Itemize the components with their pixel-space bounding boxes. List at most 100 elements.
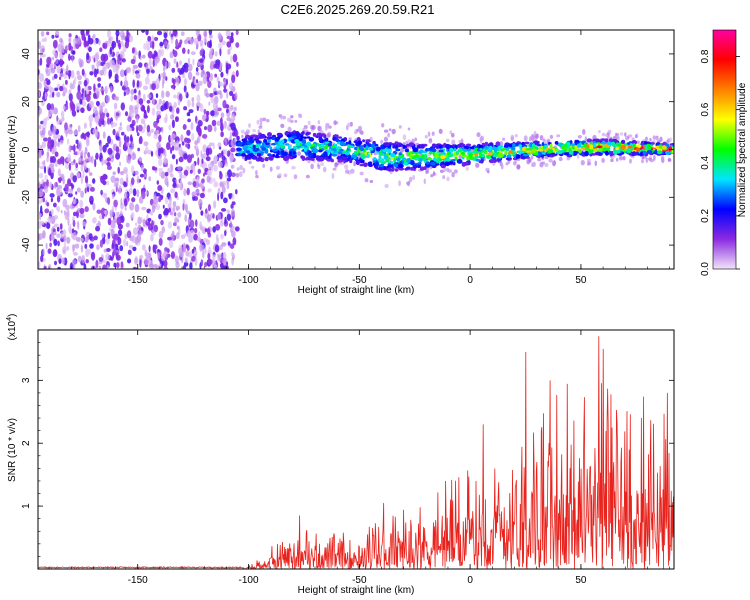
noise-speckle <box>173 94 177 99</box>
noise-speckle <box>129 134 133 142</box>
noise-speckle <box>219 62 223 68</box>
noise-speckle <box>106 248 111 252</box>
noise-speckle <box>73 252 78 256</box>
noise-speckle <box>226 108 229 114</box>
band-halo <box>577 135 582 139</box>
spectrogram-marks <box>38 30 674 269</box>
noise-speckle <box>144 76 150 85</box>
noise-speckle <box>160 219 164 226</box>
noise-speckle <box>139 259 142 268</box>
noise-speckle <box>58 258 62 265</box>
noise-speckle <box>197 135 201 144</box>
band-mark <box>479 148 483 151</box>
band-halo <box>353 161 356 167</box>
noise-speckle <box>219 182 224 188</box>
noise-speckle <box>182 124 187 130</box>
band-mark <box>358 145 364 151</box>
band-mark <box>408 142 415 147</box>
band-mark <box>478 152 483 158</box>
band-mark <box>436 158 440 164</box>
band-mark <box>321 139 327 142</box>
noise-speckle <box>158 213 162 220</box>
noise-speckle <box>81 88 85 94</box>
band-halo <box>242 167 246 174</box>
noise-speckle <box>229 155 233 163</box>
noise-speckle <box>224 230 227 237</box>
band-mark <box>404 149 410 153</box>
band-halo <box>588 161 592 166</box>
noise-speckle <box>117 56 120 65</box>
noise-speckle <box>54 151 59 157</box>
noise-speckle <box>164 102 167 111</box>
noise-speckle <box>161 126 164 134</box>
noise-speckle <box>196 67 199 72</box>
noise-speckle <box>82 221 86 227</box>
band-halo <box>655 136 658 141</box>
noise-speckle <box>227 48 231 56</box>
noise-speckle <box>138 196 144 204</box>
noise-speckle <box>142 85 149 91</box>
noise-speckle <box>109 37 112 41</box>
band-mark <box>541 142 545 147</box>
noise-speckle <box>115 262 120 269</box>
noise-speckle <box>62 234 67 242</box>
band-halo <box>669 137 672 143</box>
noise-speckle <box>183 67 189 73</box>
band-mark <box>506 154 512 158</box>
noise-speckle <box>176 77 180 86</box>
noise-speckle <box>196 105 199 111</box>
noise-speckle <box>171 154 176 160</box>
noise-speckle <box>198 198 203 208</box>
band-mark <box>484 152 488 155</box>
noise-speckle <box>170 36 174 44</box>
noise-speckle <box>189 262 193 269</box>
noise-speckle <box>123 198 128 207</box>
band-halo <box>303 125 308 129</box>
noise-speckle <box>49 62 54 68</box>
band-mark <box>328 154 332 160</box>
noise-speckle <box>120 171 124 175</box>
band-halo <box>307 120 311 126</box>
noise-speckle <box>203 108 207 115</box>
band-halo <box>331 173 335 179</box>
noise-speckle <box>53 223 59 228</box>
noise-speckle <box>170 114 175 120</box>
band-halo <box>511 136 514 142</box>
noise-speckle <box>40 255 44 263</box>
band-mark <box>649 152 654 156</box>
noise-speckle <box>191 132 195 141</box>
noise-speckle <box>182 264 186 269</box>
noise-speckle <box>95 152 99 160</box>
band-mark <box>616 142 619 146</box>
band-mark <box>286 134 292 138</box>
noise-speckle <box>113 247 117 256</box>
noise-speckle <box>141 30 146 33</box>
noise-speckle <box>141 54 146 59</box>
noise-speckle <box>214 51 218 57</box>
noise-speckle <box>169 30 172 37</box>
noise-speckle <box>223 197 228 204</box>
noise-speckle <box>151 204 156 213</box>
noise-speckle <box>195 83 200 92</box>
noise-speckle <box>107 217 112 226</box>
noise-speckle <box>123 134 127 142</box>
noise-speckle <box>107 147 113 155</box>
band-mark <box>387 166 392 172</box>
noise-speckle <box>38 145 43 153</box>
noise-speckle <box>210 212 213 217</box>
noise-speckle <box>79 98 83 105</box>
noise-speckle <box>208 30 213 36</box>
noise-speckle <box>169 211 174 216</box>
noise-speckle <box>46 221 51 230</box>
noise-speckle <box>134 106 139 115</box>
band-mark <box>449 147 454 153</box>
band-mark <box>272 148 279 152</box>
noise-speckle <box>106 165 112 171</box>
page-title: C2E6.2025.269.20.59.R21 <box>280 2 435 17</box>
band-halo <box>533 130 537 136</box>
band-halo <box>532 161 536 167</box>
noise-speckle <box>83 122 87 129</box>
noise-speckle <box>64 183 69 192</box>
band-halo <box>544 162 549 168</box>
colorbar: 0.0 0.2 0.4 0.6 0.8 Normalized spectral ampl… <box>700 29 748 276</box>
